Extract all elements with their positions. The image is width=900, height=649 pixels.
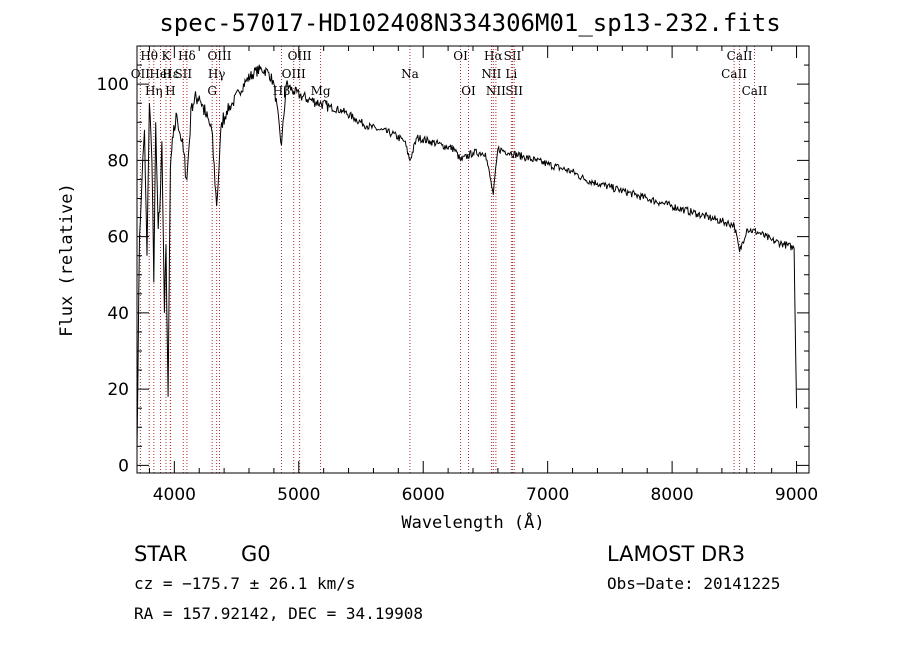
line-label: CaII (721, 67, 747, 81)
line-label: Hα (484, 49, 503, 63)
redshift-velocity: cz = −175.7 ± 26.1 km/s (134, 574, 356, 593)
object-class: STAR (134, 542, 187, 566)
y-tick-label: 20 (107, 380, 129, 400)
line-label: OI (461, 84, 476, 98)
line-label: SII (504, 49, 522, 63)
y-axis-label: Flux (relative) (57, 183, 77, 337)
object-subclass: G0 (241, 542, 271, 566)
line-label: H (165, 84, 175, 98)
y-tick-label: 0 (118, 456, 129, 476)
line-label: HeI (149, 67, 172, 81)
line-label: OIII (288, 49, 312, 63)
spectrum-line (136, 64, 798, 451)
line-label: Mg (311, 84, 331, 98)
x-tick-label: 7000 (526, 485, 569, 505)
x-axis-ticks: 4000 5000 6000 7000 8000 9000 (148, 46, 818, 505)
line-label: G (207, 84, 217, 98)
plot-frame (136, 45, 810, 474)
line-label: OII (131, 67, 151, 81)
survey-name: LAMOST DR3 (607, 542, 745, 566)
plot-area (136, 64, 798, 451)
line-label: Hγ (208, 67, 226, 81)
y-axis-ticks: 0 20 40 60 80 100 (97, 45, 809, 476)
y-tick-label: 60 (107, 228, 129, 248)
line-label: NII (486, 84, 506, 98)
line-label: OIII (207, 49, 231, 63)
line-label: Hη (145, 84, 163, 98)
line-label: Na (401, 67, 419, 81)
x-tick-label: 5000 (277, 485, 320, 505)
line-label: NII (481, 67, 501, 81)
line-label: OIII (282, 67, 306, 81)
line-label: CaII (727, 49, 753, 63)
observation-date: Obs−Date: 20141225 (607, 574, 780, 593)
y-tick-label: 100 (97, 75, 129, 95)
x-axis-label: Wavelength (Å) (401, 511, 544, 533)
y-tick-label: 80 (107, 151, 129, 171)
line-label: OI (453, 49, 468, 63)
x-tick-label: 8000 (650, 485, 693, 505)
x-tick-label: 4000 (153, 485, 196, 505)
line-label: CaII (742, 84, 768, 98)
line-label: SII (505, 84, 523, 98)
chart-title: spec-57017-HD102408N334306M01_sp13-232.f… (159, 9, 780, 37)
coordinates: RA = 157.92142, DEC = 34.19908 (134, 604, 423, 623)
line-label: Li (505, 67, 517, 81)
x-tick-label: 9000 (775, 485, 818, 505)
y-tick-label: 40 (107, 304, 129, 324)
line-label: K (162, 49, 172, 63)
line-label: Hθ (140, 49, 158, 63)
line-label: Hδ (178, 49, 196, 63)
line-label: SII (174, 67, 192, 81)
x-tick-label: 6000 (402, 485, 445, 505)
